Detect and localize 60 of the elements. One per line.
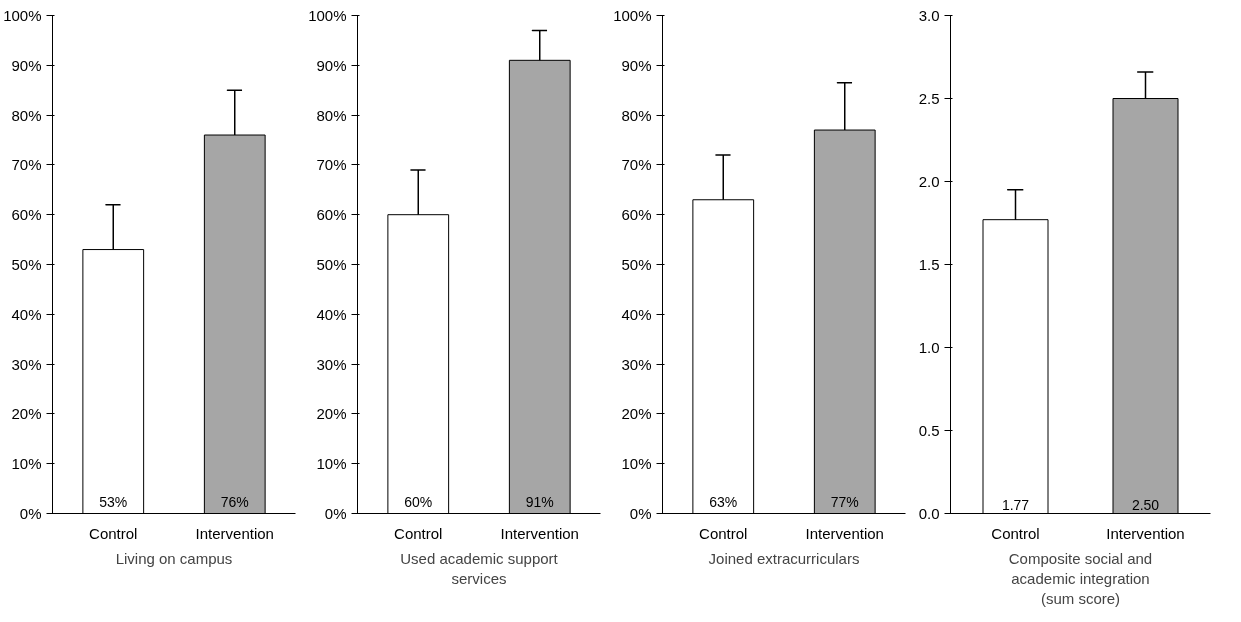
x-axis-title: Used academic support services bbox=[400, 549, 559, 587]
y-tick-label: 50% bbox=[621, 256, 652, 273]
y-tick-label: 0.0 bbox=[918, 504, 940, 522]
y-tick-label: 0% bbox=[629, 505, 652, 522]
y-tick-label: 100% bbox=[308, 7, 347, 24]
data-label: 76% bbox=[220, 493, 249, 510]
y-tick-label: 80% bbox=[11, 106, 42, 124]
y-tick-label: 70% bbox=[621, 156, 652, 174]
data-label: 1.77 bbox=[1001, 496, 1030, 513]
y-tick-label: 20% bbox=[11, 405, 42, 423]
y-tick-label: 100% bbox=[613, 7, 652, 24]
y-tick-label: 10% bbox=[621, 455, 652, 473]
y-tick-label: 40% bbox=[11, 305, 42, 323]
data-label: 91% bbox=[525, 493, 554, 510]
y-tick-label: 20% bbox=[621, 405, 652, 423]
y-tick-label: 0.5 bbox=[918, 421, 940, 439]
x-tick-label: Control bbox=[394, 524, 443, 542]
y-tick-label: 30% bbox=[621, 355, 652, 373]
y-tick-label: 20% bbox=[316, 405, 347, 423]
y-tick-label: 1.0 bbox=[918, 338, 940, 356]
data-label: 53% bbox=[99, 493, 128, 510]
x-axis-title: Composite social and academic integration (sum score) bbox=[1008, 549, 1153, 608]
y-tick-label: 0% bbox=[19, 505, 42, 522]
data-label: 63% bbox=[709, 493, 738, 510]
y-tick-label: 90% bbox=[316, 56, 347, 74]
y-tick-label: 80% bbox=[621, 106, 652, 124]
y-tick-label: 70% bbox=[11, 156, 42, 174]
x-axis-title: Living on campus bbox=[115, 549, 233, 567]
y-tick-label: 0% bbox=[324, 505, 347, 522]
x-tick-label: Intervention bbox=[195, 524, 274, 542]
data-label: 2.50 bbox=[1131, 496, 1160, 513]
x-tick-label: Intervention bbox=[805, 524, 884, 542]
y-tick-label: 1.5 bbox=[918, 255, 940, 273]
y-tick-label: 80% bbox=[316, 106, 347, 124]
x-tick-label: Control bbox=[89, 524, 138, 542]
x-tick-label: Control bbox=[699, 524, 748, 542]
y-tick-label: 40% bbox=[621, 305, 652, 323]
y-tick-label: 100% bbox=[3, 7, 42, 24]
y-tick-label: 30% bbox=[316, 355, 347, 373]
x-tick-label: Intervention bbox=[500, 524, 579, 542]
y-tick-label: 40% bbox=[316, 305, 347, 323]
data-label: 60% bbox=[404, 493, 433, 510]
y-tick-label: 70% bbox=[316, 156, 347, 174]
x-axis-title: Joined extracurriculars bbox=[708, 549, 860, 567]
y-tick-label: 90% bbox=[11, 56, 42, 74]
y-tick-label: 3.0 bbox=[918, 6, 940, 24]
y-tick-label: 2.5 bbox=[918, 89, 940, 107]
y-tick-label: 60% bbox=[621, 206, 652, 224]
x-tick-label: Control bbox=[991, 524, 1040, 542]
y-tick-label: 2.0 bbox=[918, 172, 940, 190]
y-tick-label: 10% bbox=[316, 455, 347, 473]
y-tick-label: 60% bbox=[316, 206, 347, 224]
y-tick-label: 30% bbox=[11, 355, 42, 373]
y-tick-label: 60% bbox=[11, 206, 42, 224]
x-tick-label: Intervention bbox=[1106, 524, 1185, 542]
y-tick-label: 50% bbox=[316, 256, 347, 273]
y-tick-label: 90% bbox=[621, 56, 652, 74]
y-tick-label: 10% bbox=[11, 455, 42, 473]
y-tick-label: 50% bbox=[11, 256, 42, 273]
data-label: 77% bbox=[830, 493, 859, 510]
